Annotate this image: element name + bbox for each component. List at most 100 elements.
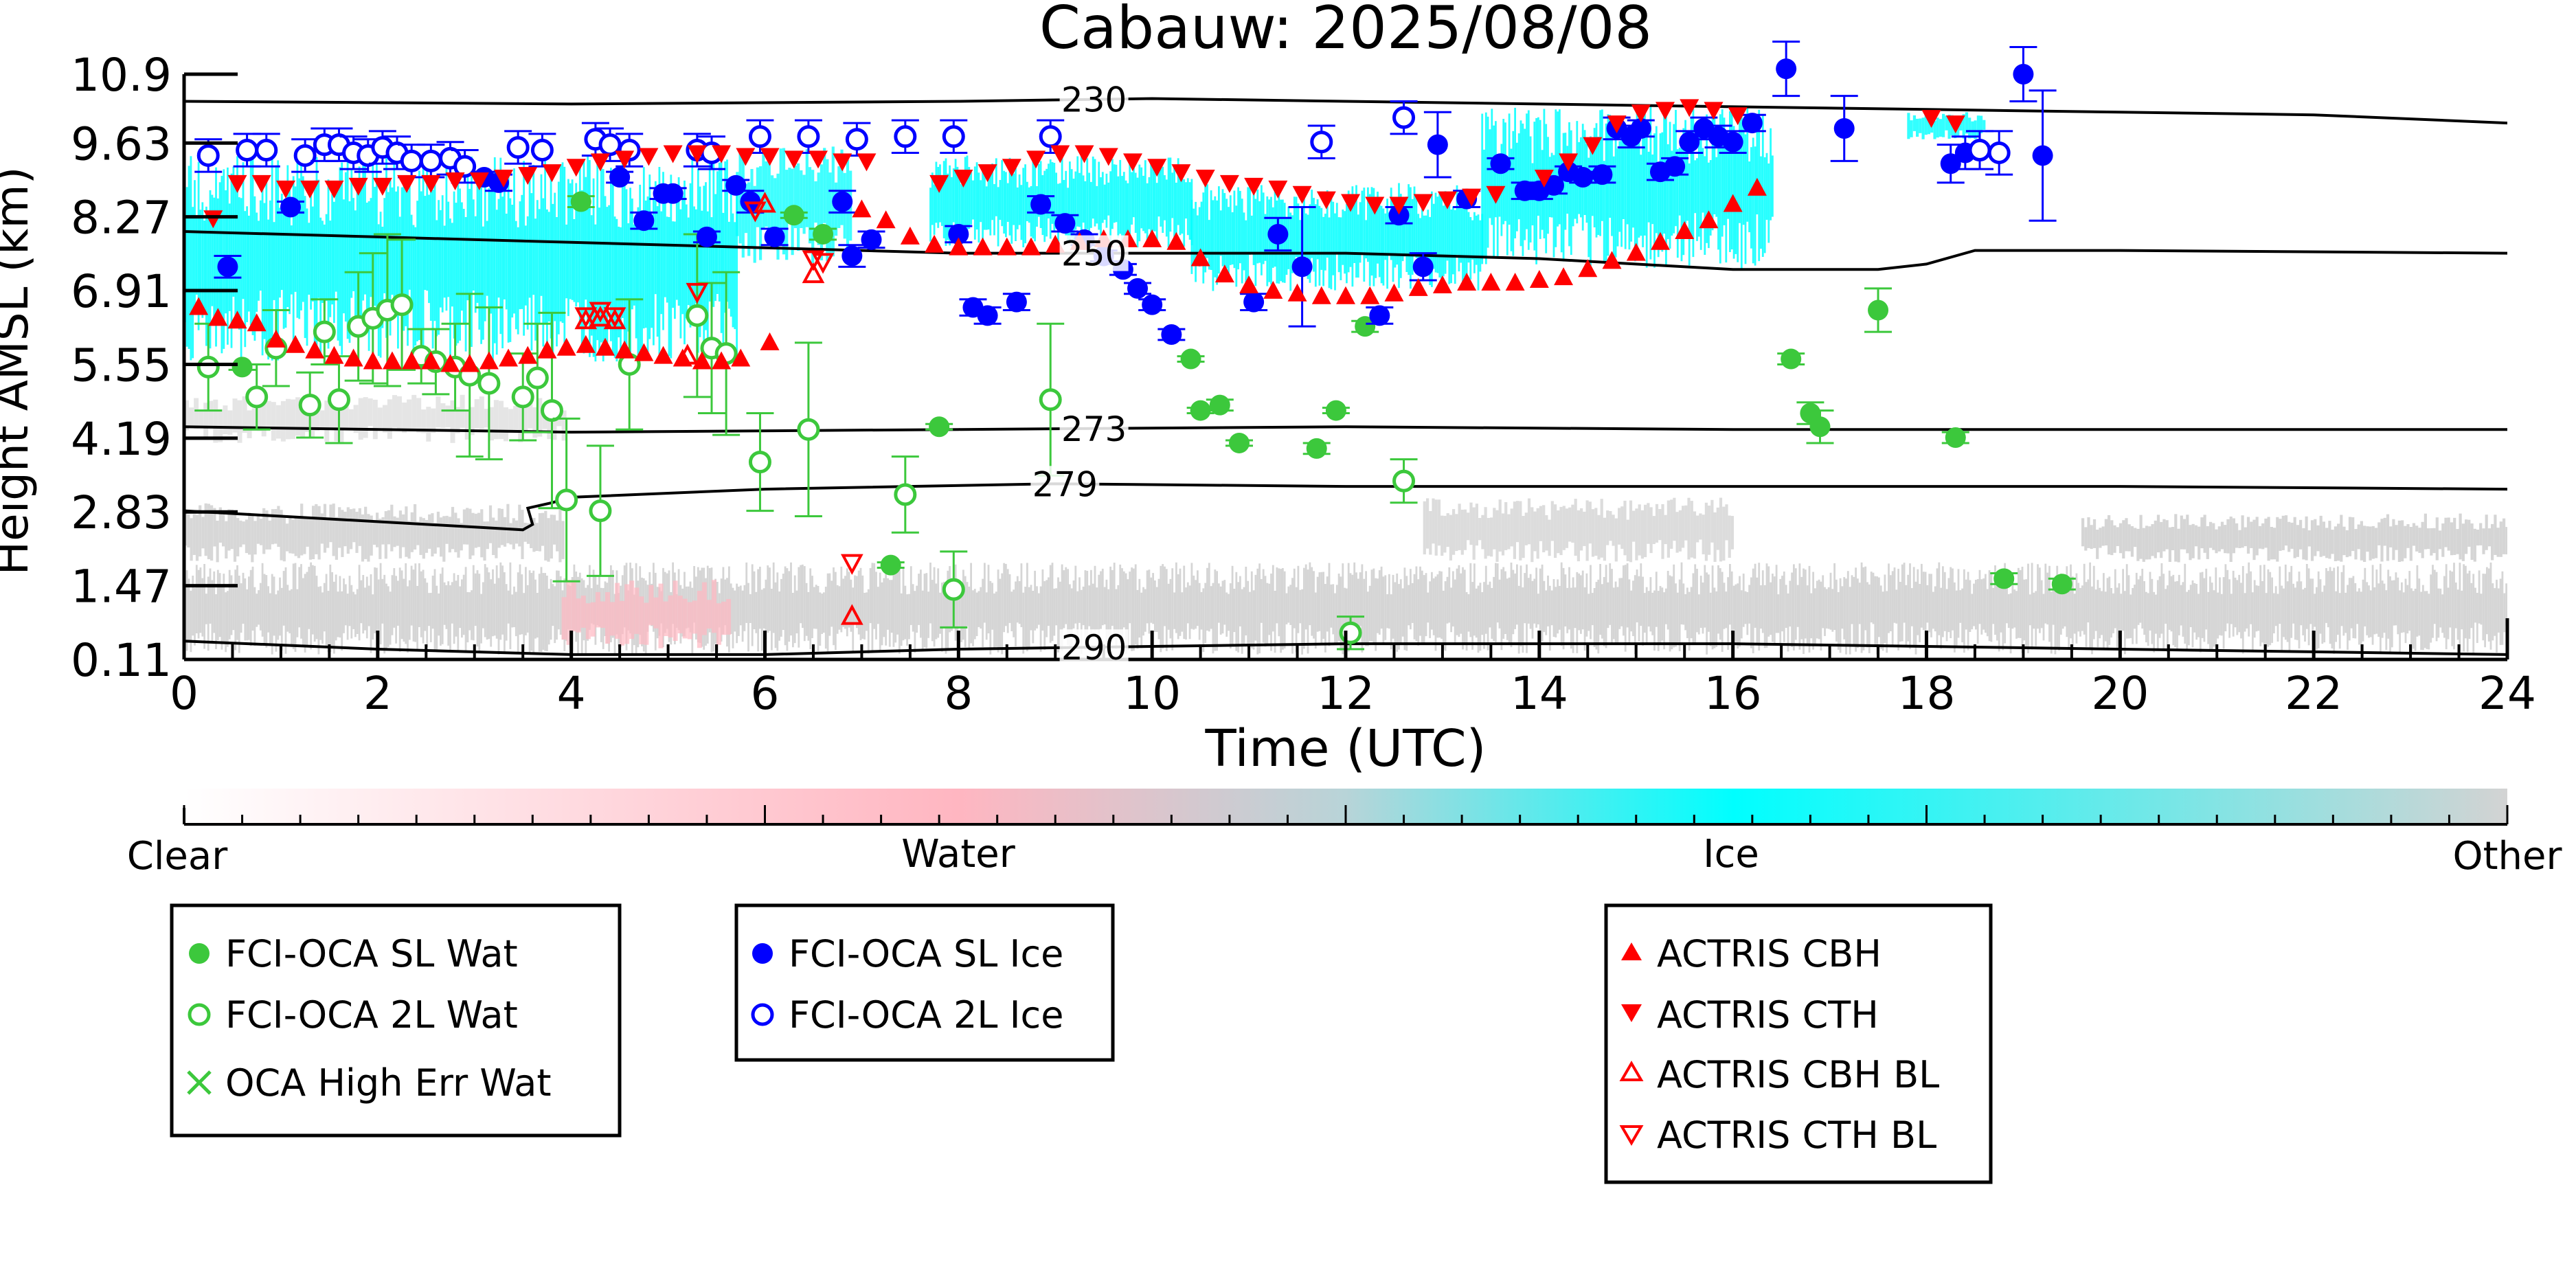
phase-shade (302, 176, 304, 302)
legend-marker-high-err-wat (187, 1070, 212, 1095)
phase-shade (523, 523, 527, 542)
phase-shade (407, 521, 411, 559)
phase-shade (2345, 530, 2349, 558)
phase-shade (2149, 572, 2151, 631)
phase-shade (639, 184, 642, 361)
phase-shade (2485, 515, 2488, 550)
phase-shade (767, 565, 769, 633)
phase-shade (532, 165, 535, 295)
phase-shade (856, 576, 858, 629)
phase-shade (1303, 567, 1305, 649)
phase-shade (1750, 147, 1752, 249)
phase-shade (294, 517, 297, 556)
phase-shade (931, 580, 934, 642)
phase-shade (358, 565, 361, 641)
phase-shade (1690, 587, 1693, 639)
phase-shade (824, 587, 827, 649)
phase-shade (2171, 527, 2175, 550)
phase-shade (2383, 583, 2386, 633)
phase-shade (1740, 116, 1743, 270)
phase-shade (2019, 570, 2022, 638)
phase-shade (438, 200, 440, 335)
phase-shade (2406, 524, 2410, 548)
phase-shade (513, 406, 519, 430)
phase-shade (1501, 513, 1505, 556)
phase-shade (1911, 588, 1913, 626)
phase-shade (1082, 587, 1085, 626)
phase-shade (1572, 153, 1574, 227)
phase-shade (1611, 569, 1613, 644)
phase-shade (2066, 566, 2068, 637)
phase-shade (1456, 568, 1458, 635)
phase-shade (1812, 572, 1814, 650)
phase-shade (840, 149, 844, 225)
phase-shade (1015, 581, 1017, 646)
data-point (748, 125, 771, 148)
phase-shade (1421, 570, 1423, 643)
phase-shade (334, 404, 339, 442)
phase-shade (310, 181, 312, 310)
phase-shade (523, 161, 525, 336)
phase-shade (2101, 526, 2105, 546)
phase-shade (389, 591, 392, 645)
phase-shade (1344, 587, 1346, 641)
phase-shade (1907, 574, 1910, 642)
phase-shade (194, 587, 196, 646)
phase-shade (258, 590, 260, 625)
phase-shade (642, 578, 645, 652)
phase-shade (1746, 108, 1749, 222)
phase-shade (2027, 563, 2029, 653)
phase-shade (1214, 196, 1217, 278)
phase-shade (778, 591, 780, 641)
phase-shade (1134, 172, 1137, 233)
phase-shade (1239, 190, 1241, 264)
phase-shade (1742, 125, 1745, 225)
phase-shade (517, 572, 519, 654)
phase-shade (1670, 499, 1673, 549)
y-tick-label: 10.9 (71, 49, 172, 102)
phase-shade (1897, 569, 1899, 651)
phase-shade (590, 602, 596, 637)
phase-shade (339, 402, 344, 442)
phase-shade (1070, 588, 1073, 646)
phase-shade (302, 578, 304, 646)
phase-shade (335, 574, 337, 641)
phase-shade (1732, 585, 1735, 631)
phase-shade (978, 172, 980, 242)
phase-shade (2205, 568, 2208, 630)
phase-shade (1367, 187, 1369, 262)
data-point (445, 172, 465, 190)
phase-shade (208, 400, 214, 428)
phase-shade (2167, 585, 2169, 652)
phase-shade (535, 523, 539, 551)
phase-shade (1626, 563, 1629, 628)
phase-shade (265, 510, 269, 550)
phase-shade (2125, 564, 2128, 639)
phase-shade (2212, 523, 2215, 550)
phase-shade (343, 405, 349, 429)
data-point (712, 351, 732, 370)
phase-shade (826, 159, 829, 262)
phase-shade (629, 580, 635, 640)
phase-shade (1175, 182, 1177, 240)
phase-shade (1148, 177, 1151, 229)
phase-shade (561, 410, 567, 441)
phase-shade (509, 198, 512, 342)
phase-shade (1725, 591, 1728, 629)
phase-shade (1878, 577, 1880, 637)
phase-shade (2170, 576, 2173, 632)
data-point (275, 180, 295, 199)
data-point (1462, 188, 1482, 207)
data-point (1291, 256, 1313, 278)
phase-shade (1664, 515, 1667, 545)
phase-shade (954, 564, 957, 641)
phase-shade (2352, 576, 2355, 638)
phase-shade (610, 602, 615, 636)
phase-shade (2244, 593, 2246, 632)
phase-shade (389, 179, 392, 336)
phase-shade (1223, 193, 1226, 269)
phase-shade (2288, 572, 2291, 651)
phase-shade (654, 181, 657, 295)
phase-shade (1578, 573, 1580, 631)
phase-shade (596, 156, 599, 341)
